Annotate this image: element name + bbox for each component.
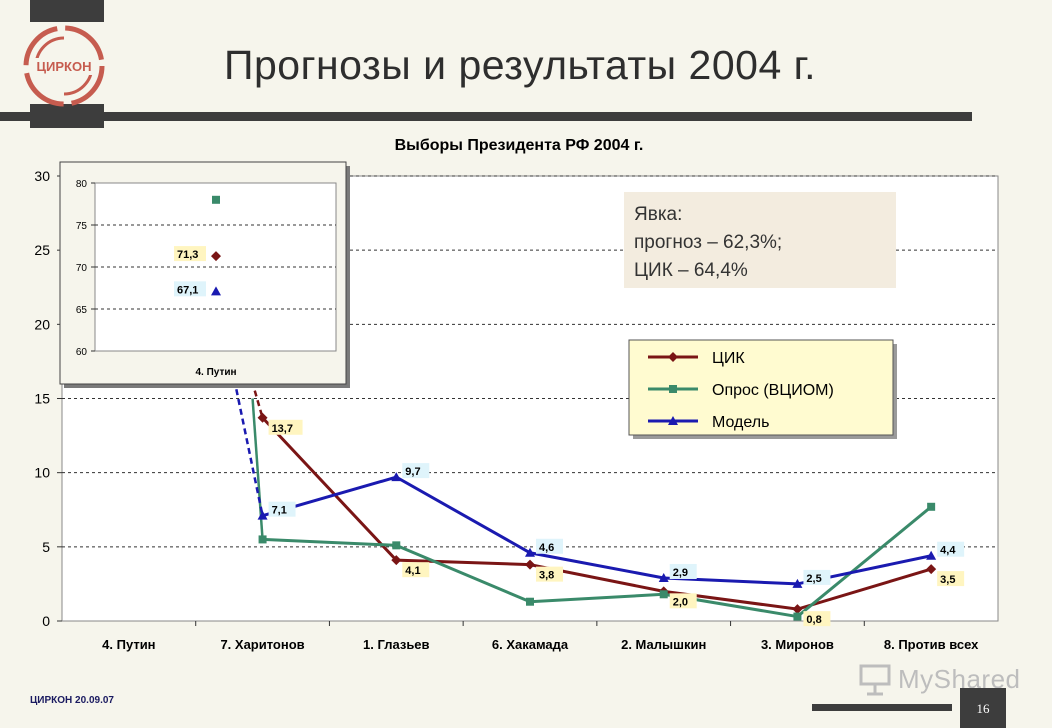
data-label-bg (937, 541, 965, 557)
turnout-heading: Явка: (634, 204, 682, 225)
data-label: 3,8 (539, 570, 554, 582)
cik-point (792, 604, 803, 615)
series-line (261, 416, 932, 611)
data-label-bg (536, 566, 563, 582)
cik-point (668, 352, 678, 362)
series-connector (214, 291, 264, 516)
data-label-bg (803, 611, 831, 627)
data-label: 13,7 (272, 423, 293, 435)
cik-point (257, 412, 268, 423)
x-tick-label: 3. Миронов (761, 637, 834, 652)
data-label: 2,9 (673, 567, 688, 579)
x-tick-label: 6. Хакамада (492, 637, 569, 652)
survey-point (927, 502, 936, 511)
data-label: 9,7 (405, 466, 420, 478)
model-point (391, 472, 402, 482)
chart-svg: Выборы Президента РФ 2004 г. 0 5 10 15 20 25 3… (34, 137, 999, 652)
cik-point (211, 251, 221, 262)
survey-point (659, 590, 668, 599)
cik-point (525, 559, 535, 570)
x-tick-label: 1. Глазьев (363, 637, 430, 652)
data-label-bg (669, 563, 697, 579)
data-label: 2,5 (806, 573, 821, 585)
survey-point (392, 541, 401, 550)
survey-point (526, 597, 534, 606)
data-label: 0,8 (806, 614, 821, 626)
turnout-box (624, 192, 896, 288)
survey-point (793, 612, 802, 621)
survey-point (258, 535, 267, 544)
inset-tick-label: 70 (76, 263, 88, 274)
legend-label: Опрос (ВЦИОМ) (712, 382, 834, 399)
survey-point (669, 385, 677, 393)
inset-tick-label: 65 (76, 305, 88, 316)
title-divider (0, 112, 972, 121)
chart-title: Выборы Президента РФ 2004 г. (395, 137, 644, 154)
series-line (262, 505, 933, 619)
inset-label-bg (174, 246, 206, 262)
inset-data-label: 67,1 (177, 284, 198, 296)
model-point (668, 416, 678, 425)
inset-tick-label: 75 (76, 221, 88, 232)
y-tick-label: 20 (34, 316, 50, 332)
data-label-bg (268, 501, 296, 517)
data-label-bg (268, 419, 303, 435)
model-point (658, 572, 669, 582)
inset-chart: 60 65 70 75 80 4. Путин 71,3 67,1 (59, 161, 350, 388)
model-point (926, 550, 937, 560)
data-label-bg (803, 569, 831, 585)
y-tick-label: 25 (34, 242, 50, 258)
inset-tick-label: 80 (76, 179, 88, 190)
data-label: 3,5 (940, 574, 955, 586)
data-label-bg (937, 571, 965, 587)
legend-label: Модель (712, 414, 769, 431)
data-label-bg (536, 538, 563, 554)
model-point (211, 286, 221, 296)
turnout-forecast: прогноз – 62,3%; (634, 232, 782, 253)
x-tick-label: 7. Харитонов (220, 637, 304, 652)
cik-point (926, 564, 937, 575)
model-point (525, 547, 535, 557)
inset-data-label: 71,3 (177, 249, 198, 261)
data-label-bg (669, 593, 697, 609)
turnout-annotation: Явка: прогноз – 62,3%; ЦИК – 64,4% (624, 192, 896, 288)
inset-category-label: 4. Путин (195, 367, 236, 378)
presentation-icon (859, 664, 891, 696)
data-label: 4,6 (539, 542, 554, 554)
x-tick-label: 2. Малышкин (621, 637, 706, 652)
chart-container: Выборы Президента РФ 2004 г. 0 5 10 15 20 25 3… (0, 126, 1052, 666)
footer-divider (812, 704, 952, 711)
footer-text: ЦИРКОН 20.09.07 (30, 695, 114, 706)
corner-square-top (30, 0, 104, 22)
page-number: 16 (960, 688, 1006, 728)
x-tick-label: 4. Путин (102, 637, 155, 652)
y-tick-label: 10 (34, 465, 50, 481)
y-tick-label: 5 (42, 539, 50, 555)
data-label-bg (402, 463, 430, 479)
turnout-cik: ЦИК – 64,4% (634, 260, 748, 281)
page-title: Прогнозы и результаты 2004 г. (224, 42, 816, 88)
data-label: 4,1 (405, 565, 420, 577)
model-point (257, 510, 268, 520)
x-tick-label: 8. Против всех (884, 637, 979, 652)
inset-tick-label: 60 (76, 347, 88, 358)
survey-point (212, 195, 220, 204)
data-label: 2,0 (673, 596, 688, 608)
y-tick-label: 30 (34, 168, 50, 184)
y-tick-label: 0 (42, 613, 50, 629)
data-label-bg (402, 562, 430, 578)
model-point (792, 578, 803, 588)
zircon-logo-icon: ЦИРКОН (23, 25, 105, 107)
legend-label: ЦИК (712, 350, 745, 367)
legend: ЦИК Опрос (ВЦИОМ) Модель (628, 339, 897, 439)
y-tick-label: 15 (34, 391, 50, 407)
inset-label-bg (174, 281, 206, 297)
data-label: 4,4 (940, 545, 956, 557)
cik-point (391, 555, 402, 566)
logo-text: ЦИРКОН (37, 59, 92, 74)
data-label: 7,1 (272, 505, 287, 517)
